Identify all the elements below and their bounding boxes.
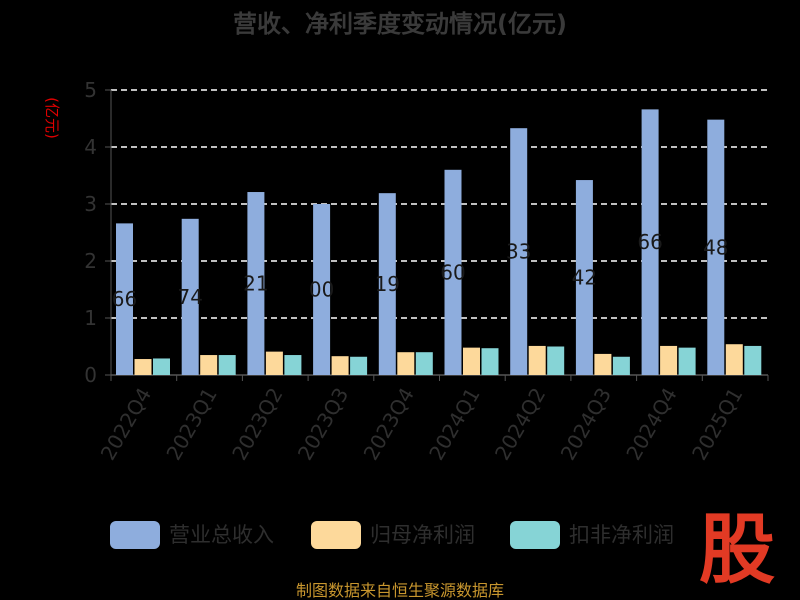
- bar-deducted-profit: [350, 356, 368, 375]
- bar-revenue: [378, 193, 396, 375]
- legend-label: 归母净利润: [370, 523, 475, 547]
- bar-net-profit: [265, 351, 283, 375]
- bar-revenue: [313, 204, 331, 375]
- x-tick-label: 2023Q3: [293, 384, 353, 465]
- chart-title: 营收、净利季度变动情况(亿元): [233, 10, 567, 38]
- bar-revenue: [641, 109, 659, 375]
- logo-mark: 股: [699, 505, 775, 594]
- y-tick-label: 5: [84, 78, 97, 102]
- x-tick-label: 2024Q2: [490, 384, 550, 465]
- bar-net-profit: [660, 345, 678, 375]
- bar-net-profit: [528, 345, 546, 375]
- bar-deducted-profit: [547, 346, 565, 375]
- x-tick-label: 2022Q4: [96, 384, 156, 465]
- source-note: 制图数据来自恒生聚源数据库: [296, 581, 504, 600]
- bar-deducted-profit: [744, 345, 762, 375]
- bar-revenue: [116, 223, 133, 375]
- bar-net-profit: [725, 344, 743, 375]
- bar-deducted-profit: [415, 352, 433, 375]
- data-label: 19: [375, 272, 400, 296]
- legend-swatch: [311, 521, 361, 549]
- bar-revenue: [575, 180, 593, 375]
- data-label: 74: [177, 285, 202, 309]
- y-tick-label: 4: [84, 135, 97, 159]
- data-label: 00: [309, 278, 334, 302]
- bar-deducted-profit: [153, 358, 170, 375]
- bar-deducted-profit: [678, 347, 696, 375]
- bars: [116, 109, 762, 375]
- bar-net-profit: [594, 353, 612, 375]
- x-tick-label: 2024Q4: [621, 384, 681, 465]
- y-unit-label: (亿元): [43, 97, 61, 139]
- data-label: 42: [572, 266, 597, 290]
- bar-net-profit: [463, 347, 480, 375]
- bar-revenue: [444, 169, 462, 375]
- data-label: 33: [506, 240, 531, 264]
- data-label: 48: [703, 235, 728, 259]
- y-tick-label: 1: [84, 306, 97, 330]
- bar-deducted-profit: [612, 356, 630, 375]
- y-tick-label: 2: [84, 249, 97, 273]
- x-tick-label: 2025Q1: [687, 384, 747, 465]
- x-axis-ticks: 2022Q4 2023Q1 2023Q2 2023Q3 2023Q4 2024Q1 2024…: [96, 375, 769, 465]
- legend-swatch: [110, 521, 160, 549]
- legend: 营业总收入 归母净利润 扣非净利润: [110, 521, 674, 549]
- data-label: 21: [243, 272, 268, 296]
- legend-label: 营业总收入: [169, 523, 274, 547]
- x-tick-label: 2023Q4: [359, 384, 419, 465]
- bar-net-profit: [331, 356, 349, 375]
- bar-net-profit: [397, 352, 415, 375]
- data-label: 66: [112, 287, 137, 311]
- x-tick-label: 2024Q1: [424, 383, 484, 464]
- bar-revenue: [510, 128, 528, 375]
- bar-revenue: [707, 119, 725, 375]
- y-tick-label: 0: [84, 363, 97, 387]
- x-tick-label: 2023Q1: [161, 384, 221, 465]
- legend-label: 扣非净利润: [569, 523, 674, 547]
- bar-deducted-profit: [481, 348, 499, 375]
- data-label: 60: [440, 260, 465, 284]
- bar-deducted-profit: [218, 355, 236, 375]
- y-tick-label: 3: [84, 192, 97, 216]
- data-labels: 66 74 21 00 19 60 33 42 66 48: [112, 230, 729, 311]
- bar-deducted-profit: [284, 355, 302, 375]
- bar-net-profit: [200, 355, 218, 375]
- x-tick-label: 2024Q3: [556, 384, 616, 465]
- bar-revenue: [181, 218, 199, 375]
- bar-net-profit: [134, 359, 152, 375]
- data-label: 66: [637, 230, 662, 254]
- legend-swatch: [510, 521, 560, 549]
- bar-revenue: [247, 192, 265, 375]
- x-tick-label: 2023Q2: [227, 384, 287, 465]
